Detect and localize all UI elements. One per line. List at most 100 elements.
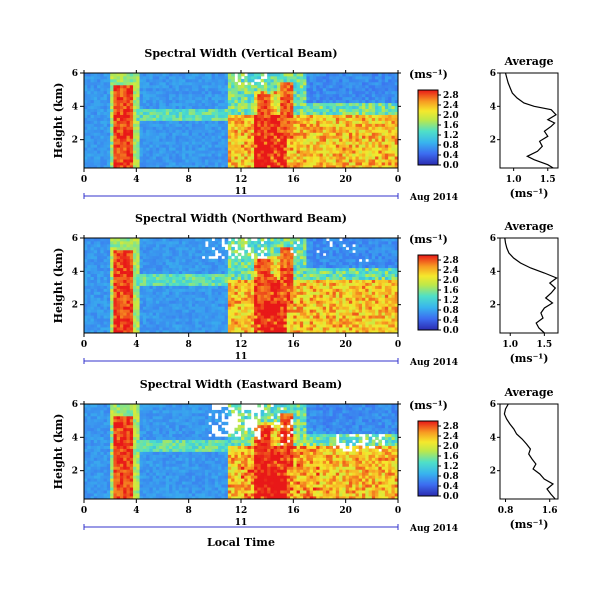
heatmap-cell <box>257 87 262 92</box>
heatmap-cell <box>188 249 193 254</box>
heatmap-cell <box>362 87 366 92</box>
heatmap-cell <box>142 321 147 325</box>
heatmap-cell <box>116 96 121 101</box>
heatmap-cell <box>241 264 245 269</box>
heatmap-cell <box>106 270 111 275</box>
heatmap-cell <box>172 297 176 301</box>
heatmap-cell <box>162 81 167 86</box>
heatmap-cell <box>185 165 190 169</box>
heatmap-cell <box>178 255 183 260</box>
heatmap-cell <box>355 78 360 83</box>
heatmap-cell <box>224 165 229 169</box>
heatmap-cell <box>116 135 121 139</box>
heatmap-cell <box>178 111 183 115</box>
heatmap-cell <box>165 312 170 316</box>
heatmap-cell <box>172 153 176 157</box>
heatmap-cell <box>152 306 157 310</box>
heatmap-cell <box>136 159 140 163</box>
heatmap-cell <box>205 99 209 104</box>
heatmap-cell <box>201 123 206 127</box>
heatmap-cell <box>247 258 252 263</box>
heatmap-cell <box>273 150 278 154</box>
heatmap-cell <box>126 73 131 77</box>
heatmap-cell <box>208 117 212 121</box>
heatmap-cell <box>247 330 252 334</box>
heatmap-cell <box>358 111 363 115</box>
heatmap-cell <box>221 288 226 292</box>
heatmap-cell <box>155 114 160 118</box>
heatmap-cell <box>142 96 147 101</box>
heatmap-cell <box>224 264 229 269</box>
heatmap-cell <box>391 147 396 151</box>
heatmap-cell <box>172 309 176 313</box>
heatmap-cell <box>234 90 239 95</box>
heatmap-cell <box>355 135 360 139</box>
heatmap-cell <box>335 141 340 145</box>
heatmap-cell <box>375 162 379 166</box>
heatmap-cell <box>116 321 121 325</box>
heatmap-cell <box>103 75 108 80</box>
heatmap-cell <box>178 294 183 298</box>
heatmap-cell <box>267 81 271 86</box>
heatmap-cell <box>227 141 232 145</box>
heatmap-cell <box>113 291 118 295</box>
heatmap-cell <box>375 165 379 169</box>
heatmap-cell <box>231 90 235 95</box>
heatmap-cell <box>129 165 134 169</box>
heatmap-cell <box>208 144 212 148</box>
heatmap-cell <box>113 288 118 292</box>
heatmap-cell <box>116 243 121 248</box>
heatmap-cell <box>198 84 203 89</box>
heatmap-cell <box>198 108 203 112</box>
heatmap-cell <box>250 276 255 280</box>
heatmap-cell <box>136 273 140 277</box>
heatmap-cell <box>257 318 262 322</box>
heatmap-cell <box>362 73 366 77</box>
heatmap-cell <box>93 255 98 260</box>
heatmap-cell <box>306 117 311 121</box>
heatmap-cell <box>205 315 209 319</box>
heatmap-cell <box>84 282 88 286</box>
heatmap-cell <box>250 90 255 95</box>
heatmap-cell <box>159 297 163 301</box>
heatmap-cell <box>90 243 95 248</box>
heatmap-cell <box>172 276 176 280</box>
heatmap-cell <box>126 90 131 95</box>
heatmap-cell <box>260 294 265 298</box>
heatmap-cell <box>276 303 281 307</box>
heatmap-cell <box>332 114 337 118</box>
heatmap-cell <box>283 81 288 86</box>
heatmap-cell <box>247 87 252 92</box>
heatmap-cell <box>260 126 265 130</box>
heatmap-cell <box>106 261 111 266</box>
heatmap-cell <box>198 144 203 148</box>
heatmap-cell <box>211 132 216 136</box>
heatmap-cell <box>116 141 121 145</box>
heatmap-cell <box>90 270 95 275</box>
heatmap-cell <box>283 111 288 115</box>
heatmap-cell <box>244 291 248 295</box>
heatmap-cell <box>283 159 288 163</box>
heatmap-cell <box>296 117 301 121</box>
heatmap-cell <box>133 87 137 92</box>
heatmap-cell <box>384 87 389 92</box>
heatmap-cell <box>322 165 327 169</box>
heatmap-cell <box>201 78 206 83</box>
heatmap-cell <box>139 330 144 334</box>
heatmap-cell <box>133 294 137 298</box>
heatmap-cell <box>100 150 105 154</box>
heatmap-cell <box>198 238 203 242</box>
heatmap-cell <box>299 73 304 77</box>
heatmap-cell <box>191 102 196 107</box>
heatmap-cell <box>100 138 105 142</box>
heatmap-cell <box>375 99 379 104</box>
heatmap-cell <box>169 306 173 310</box>
heatmap-cell <box>175 73 180 77</box>
heatmap-cell <box>299 99 304 104</box>
heatmap-cell <box>368 105 373 110</box>
heatmap-cell <box>208 150 212 154</box>
heatmap-cell <box>116 162 121 166</box>
heatmap-cell <box>191 309 196 313</box>
heatmap-cell <box>152 93 157 98</box>
heatmap-cell <box>296 87 301 92</box>
